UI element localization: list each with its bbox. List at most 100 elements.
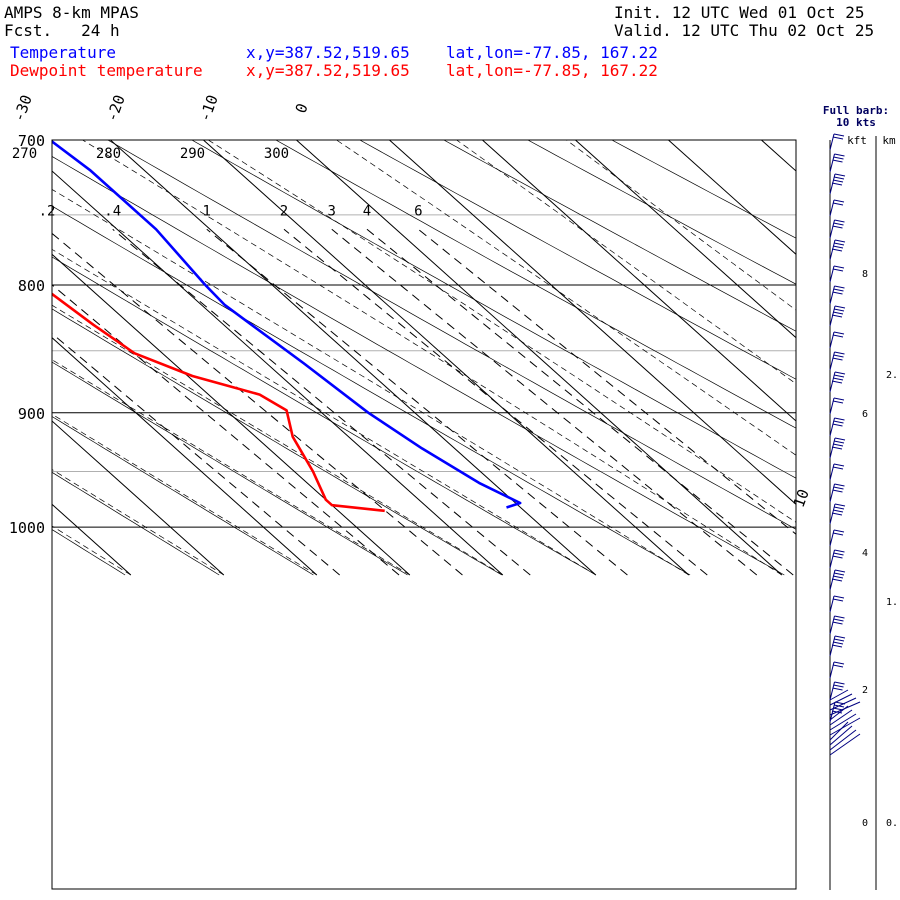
isotherm [52, 420, 225, 576]
moist-adiabat [81, 140, 782, 576]
km-label: km [882, 134, 896, 147]
wind-barb [829, 729, 857, 751]
isobar-label: 700 [18, 132, 45, 150]
wind-barb [829, 437, 846, 459]
wind-barb [829, 569, 846, 591]
dry-adiabat [443, 140, 796, 332]
isotherm-label: -30 [10, 92, 36, 124]
wind-barb [829, 483, 845, 503]
wind-barb [829, 595, 845, 613]
isotherm [481, 140, 796, 422]
isobar-label: 900 [18, 405, 45, 423]
wind-barb [829, 397, 845, 415]
forecast-hour: Fcst. 24 h [4, 21, 120, 40]
wind-barb [829, 285, 845, 305]
wind-barb [829, 265, 845, 283]
isotherm [388, 140, 796, 505]
kft-tick-6: 6 [862, 409, 868, 420]
theta-label: 300 [264, 146, 289, 162]
kft-tick-4: 4 [862, 548, 868, 559]
km-tick-0: 0. [886, 818, 898, 829]
mixing-ratio-label: .2 [39, 203, 56, 219]
temperature-line [52, 140, 522, 509]
dry-adiabat [52, 156, 785, 576]
moist-adiabat [52, 248, 596, 576]
wind-barb [829, 615, 845, 635]
wind-barb [829, 529, 845, 547]
mixing-ratio-line [112, 228, 531, 576]
mixing-ratio-line [331, 228, 758, 576]
moist-adiabat [207, 140, 796, 523]
dry-adiabat [359, 140, 796, 380]
isotherm-label: -20 [103, 92, 129, 124]
mixing-ratio-line [206, 228, 628, 576]
dewpoint-legend: Dewpoint temperature [10, 61, 203, 80]
dry-adiabat [527, 140, 796, 285]
mixing-ratio-line [418, 228, 796, 535]
wind-barb [829, 153, 845, 173]
wind-barb [829, 219, 845, 239]
dry-adiabat [275, 140, 796, 429]
km-tick-2: 2. [886, 370, 898, 381]
moist-adiabat [52, 413, 317, 576]
wind-barb [829, 713, 857, 731]
isotherm [668, 0, 900, 575]
dry-adiabat [611, 140, 796, 239]
mixing-ratio-line [283, 228, 708, 576]
mixing-ratio-label: 3 [328, 203, 336, 219]
mixing-ratio-label: 6 [414, 203, 422, 219]
mixing-ratio-line [52, 332, 340, 576]
isotherm [760, 140, 796, 172]
isotherm [667, 140, 796, 255]
wind-barb [829, 133, 845, 151]
model-title: AMPS 8-km MPAS [4, 3, 139, 22]
wind-barb [829, 681, 845, 701]
wind-barb [829, 371, 846, 393]
dry-adiabat [52, 416, 314, 576]
wind-panel: Full barb: 10 kts kft km 8 6 4 2 0 2. 1.… [823, 104, 898, 890]
isotherm [574, 140, 796, 339]
moist-adiabat [335, 140, 796, 456]
isotherm-label: 10 [790, 487, 813, 510]
theta-label: 280 [96, 146, 121, 162]
km-tick-1: 1. [886, 597, 898, 608]
wind-barb [829, 725, 853, 746]
kft-tick-8: 8 [862, 269, 868, 280]
mixing-ratio-line [52, 232, 463, 576]
isotherm-label: 0 [292, 101, 312, 116]
wind-barb [829, 661, 845, 679]
moist-adiabat [52, 304, 503, 576]
wind-barb [829, 417, 845, 437]
mixing-ratio-line [52, 284, 400, 576]
dry-adiabat [52, 256, 597, 576]
dry-adiabat [191, 140, 796, 479]
dry-adiabat [52, 308, 502, 576]
init-time: Init. 12 UTC Wed 01 Oct 25 [614, 3, 865, 22]
kft-tick-2: 2 [862, 685, 868, 696]
moist-adiabat [52, 469, 224, 576]
wind-barb [829, 705, 849, 721]
dewpoint-xy: x,y=387.52,519.65 [246, 61, 410, 80]
isotherm-label: -10 [196, 92, 222, 124]
isotherm [202, 140, 690, 576]
wind-barb [829, 733, 861, 756]
wind-barb [829, 693, 853, 706]
mixing-ratio-label: .4 [104, 203, 121, 219]
moist-adiabat [52, 359, 410, 576]
wind-barb [829, 305, 846, 327]
theta-label: 270 [12, 146, 37, 162]
theta-label: 290 [180, 146, 205, 162]
barb-note-line2: 10 kts [836, 116, 876, 129]
wind-barb [829, 549, 845, 569]
wind-barb [829, 635, 846, 657]
dewpoint-line [52, 292, 385, 513]
wind-barb [829, 503, 846, 525]
mixing-ratio-label: 4 [363, 203, 371, 219]
valid-time: Valid. 12 UTC Thu 02 Oct 25 [614, 21, 875, 40]
kft-label: kft [847, 134, 867, 147]
wind-barb [829, 239, 846, 261]
temperature-latlon: lat,lon=-77.85, 167.22 [446, 43, 658, 62]
dry-adiabat [52, 361, 408, 576]
mixing-ratio-label: 2 [280, 203, 288, 219]
